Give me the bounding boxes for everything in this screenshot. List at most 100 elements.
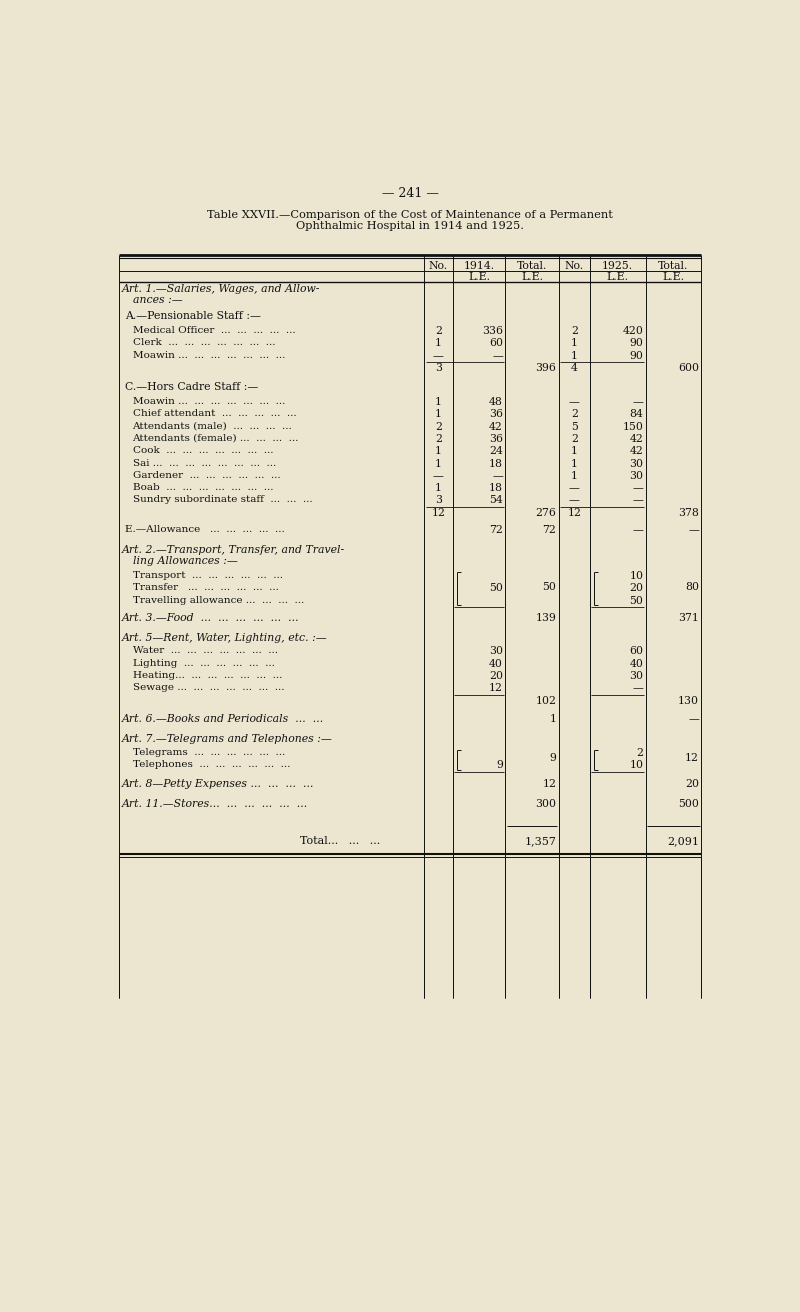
Text: 72: 72 (489, 525, 503, 535)
Text: C.—Hors Cadre Staff :—: C.—Hors Cadre Staff :— (125, 382, 258, 391)
Text: 1: 1 (434, 338, 442, 349)
Text: 54: 54 (490, 496, 503, 505)
Text: 150: 150 (622, 421, 643, 432)
Text: 10: 10 (630, 571, 643, 581)
Text: —: — (632, 684, 643, 693)
Text: 300: 300 (535, 799, 557, 810)
Text: 371: 371 (678, 613, 699, 622)
Text: Travelling allowance ...  ...  ...  ...: Travelling allowance ... ... ... ... (133, 596, 304, 605)
Text: 4: 4 (571, 363, 578, 373)
Text: 276: 276 (536, 508, 557, 518)
Text: Total.: Total. (658, 261, 689, 270)
Text: Gardener  ...  ...  ...  ...  ...  ...: Gardener ... ... ... ... ... ... (133, 471, 286, 480)
Text: L.E.: L.E. (521, 272, 543, 282)
Text: 30: 30 (630, 670, 643, 681)
Text: Art. 5—Rent, Water, Lighting, etc. :—: Art. 5—Rent, Water, Lighting, etc. :— (122, 632, 327, 643)
Text: 36: 36 (489, 409, 503, 420)
Text: 3: 3 (434, 363, 442, 373)
Text: Chief attendant  ...  ...  ...  ...  ...: Chief attendant ... ... ... ... ... (133, 409, 296, 419)
Text: No.: No. (429, 261, 448, 270)
Text: Transport  ...  ...  ...  ...  ...  ...: Transport ... ... ... ... ... ... (133, 571, 282, 580)
Text: Art. 2.—Transport, Transfer, and Travel-: Art. 2.—Transport, Transfer, and Travel- (122, 544, 345, 555)
Text: 80: 80 (685, 581, 699, 592)
Text: Sundry subordinate staff  ...  ...  ...: Sundry subordinate staff ... ... ... (133, 496, 318, 505)
Text: —: — (492, 350, 503, 361)
Text: 84: 84 (630, 409, 643, 420)
Text: 1: 1 (570, 471, 578, 480)
Text: 1925.: 1925. (602, 261, 634, 270)
Text: 1: 1 (570, 446, 578, 457)
Text: 12: 12 (489, 684, 503, 693)
Text: 72: 72 (542, 525, 557, 535)
Text: Clerk  ...  ...  ...  ...  ...  ...  ...: Clerk ... ... ... ... ... ... ... (133, 338, 275, 348)
Text: 60: 60 (630, 647, 643, 656)
Text: Ophthalmic Hospital in 1914 and 1925.: Ophthalmic Hospital in 1914 and 1925. (296, 220, 524, 231)
Text: 18: 18 (489, 458, 503, 468)
Text: 1: 1 (570, 458, 578, 468)
Text: —: — (632, 496, 643, 505)
Text: 40: 40 (489, 659, 503, 669)
Text: 2: 2 (570, 327, 578, 336)
Text: 12: 12 (567, 508, 582, 518)
Text: 1: 1 (434, 446, 442, 457)
Text: 420: 420 (622, 327, 643, 336)
Text: 60: 60 (489, 338, 503, 349)
Text: Water  ...  ...  ...  ...  ...  ...  ...: Water ... ... ... ... ... ... ... (133, 647, 278, 656)
Text: 20: 20 (685, 779, 699, 789)
Text: Medical Officer  ...  ...  ...  ...  ...: Medical Officer ... ... ... ... ... (133, 327, 295, 335)
Text: E.—Allowance   ...  ...  ...  ...  ...: E.—Allowance ... ... ... ... ... (125, 525, 285, 534)
Text: 600: 600 (678, 363, 699, 373)
Text: 48: 48 (489, 398, 503, 407)
Text: Total...   ...   ...: Total... ... ... (300, 836, 380, 846)
Text: Cook  ...  ...  ...  ...  ...  ...  ...: Cook ... ... ... ... ... ... ... (133, 446, 273, 455)
Text: —: — (632, 525, 643, 535)
Text: 2: 2 (434, 421, 442, 432)
Text: Sewage ...  ...  ...  ...  ...  ...  ...: Sewage ... ... ... ... ... ... ... (133, 684, 290, 693)
Text: 12: 12 (685, 753, 699, 762)
Text: —: — (632, 398, 643, 407)
Text: 1: 1 (570, 350, 578, 361)
Text: 50: 50 (489, 584, 503, 593)
Text: 1: 1 (434, 458, 442, 468)
Text: 1: 1 (550, 714, 557, 724)
Text: 1,357: 1,357 (525, 836, 557, 846)
Text: 1: 1 (570, 338, 578, 349)
Text: 500: 500 (678, 799, 699, 810)
Text: 24: 24 (489, 446, 503, 457)
Text: Attendants (male)  ...  ...  ...  ...: Attendants (male) ... ... ... ... (133, 421, 299, 430)
Text: 3: 3 (434, 496, 442, 505)
Text: A.—Pensionable Staff :—: A.—Pensionable Staff :— (125, 311, 261, 320)
Text: 378: 378 (678, 508, 699, 518)
Text: Art. 7.—Telegrams and Telephones :—: Art. 7.—Telegrams and Telephones :— (122, 735, 333, 744)
Text: 1: 1 (434, 409, 442, 420)
Text: Art. 3.—Food  ...  ...  ...  ...  ...  ...: Art. 3.—Food ... ... ... ... ... ... (122, 613, 299, 622)
Text: 9: 9 (550, 753, 557, 762)
Text: 36: 36 (489, 434, 503, 443)
Text: 40: 40 (630, 659, 643, 669)
Text: 42: 42 (630, 434, 643, 443)
Text: Boab  ...  ...  ...  ...  ...  ...  ...: Boab ... ... ... ... ... ... ... (133, 483, 273, 492)
Text: 12: 12 (431, 508, 446, 518)
Text: 30: 30 (630, 458, 643, 468)
Text: 2: 2 (570, 434, 578, 443)
Text: 90: 90 (630, 338, 643, 349)
Text: Art. 8—Petty Expenses ...  ...  ...  ...: Art. 8—Petty Expenses ... ... ... ... (122, 779, 314, 789)
Text: ances :—: ances :— (133, 295, 182, 306)
Text: 396: 396 (536, 363, 557, 373)
Text: — 241 —: — 241 — (382, 186, 438, 199)
Text: 2: 2 (434, 327, 442, 336)
Text: 2,091: 2,091 (667, 836, 699, 846)
Text: 20: 20 (489, 670, 503, 681)
Text: Art. 6.—Books and Periodicals  ...  ...: Art. 6.—Books and Periodicals ... ... (122, 714, 324, 724)
Text: 5: 5 (571, 421, 578, 432)
Text: Art. 11.—Stores...  ...  ...  ...  ...  ...: Art. 11.—Stores... ... ... ... ... ... (122, 799, 308, 810)
Text: —: — (433, 471, 444, 480)
Text: 336: 336 (482, 327, 503, 336)
Text: 139: 139 (536, 613, 557, 622)
Text: Moawin ...  ...  ...  ...  ...  ...  ...: Moawin ... ... ... ... ... ... ... (133, 398, 285, 405)
Text: Art. 1.—Salaries, Wages, and Allow-: Art. 1.—Salaries, Wages, and Allow- (122, 285, 320, 294)
Text: 18: 18 (489, 483, 503, 493)
Text: —: — (632, 483, 643, 493)
Text: 102: 102 (535, 695, 557, 706)
Text: 50: 50 (630, 596, 643, 606)
